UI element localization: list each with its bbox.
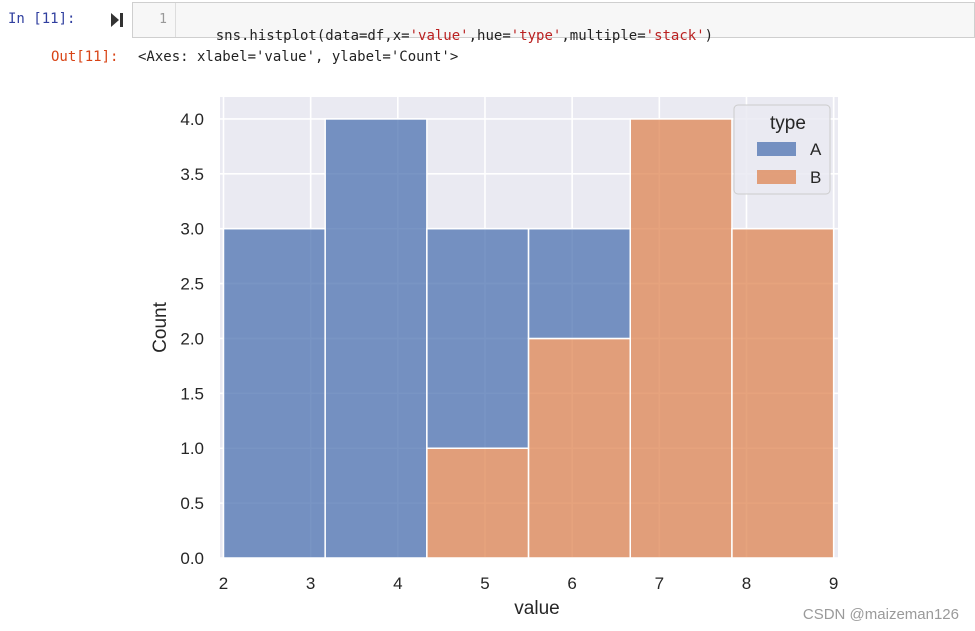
y-tick-label: 0.5 — [180, 494, 204, 513]
line-number: 1 — [159, 12, 167, 27]
legend-swatch — [757, 142, 796, 156]
x-tick-label: 3 — [306, 574, 315, 593]
y-tick-label: 2.5 — [180, 275, 204, 294]
bar-B — [426, 447, 530, 559]
output-text: <Axes: xlabel='value', ylabel='Count'> — [138, 49, 459, 65]
run-cell-icon[interactable] — [110, 12, 124, 28]
x-tick-label: 8 — [742, 574, 751, 593]
code-token: ) — [704, 28, 714, 44]
code-string-token: 'type' — [510, 28, 562, 44]
tick-labels: 0.0 0.5 1.0 1.5 2.0 2.5 3.0 3.5 4.0 2 3 4 5 6 7 8 9 — [180, 110, 838, 593]
x-tick-label: 4 — [393, 574, 402, 593]
bar-A — [426, 227, 530, 449]
code-cell-input[interactable]: 1 sns.histplot(data=df,x='value',hue='ty… — [132, 2, 975, 44]
line-gutter: 1 — [133, 3, 176, 37]
y-tick-label: 1.0 — [180, 439, 204, 458]
y-tick-label: 4.0 — [180, 110, 204, 129]
legend-swatch — [757, 170, 796, 184]
bar-A — [222, 227, 326, 559]
bars — [222, 118, 835, 559]
bar-A — [324, 118, 428, 559]
code-token: ,multiple= — [561, 28, 646, 44]
y-tick-label: 0.0 — [180, 549, 204, 568]
code-line[interactable]: sns.histplot(data=df,x='value',hue='type… — [182, 12, 713, 60]
y-tick-label: 3.0 — [180, 220, 204, 239]
output-prompt: Out[11]: — [51, 49, 119, 65]
x-tick-label: 9 — [829, 574, 838, 593]
bar-B — [527, 337, 632, 559]
code-token: sns.histplot(data=df,x= — [215, 28, 410, 44]
x-tick-label: 5 — [480, 574, 489, 593]
y-tick-label: 3.5 — [180, 165, 204, 184]
input-prompt: In [11]: — [8, 11, 76, 27]
bar-A — [527, 227, 632, 340]
x-tick-label: 6 — [567, 574, 576, 593]
y-axis-label: Count — [150, 301, 171, 352]
legend-title: type — [770, 113, 806, 134]
x-tick-label: 2 — [219, 574, 228, 593]
x-tick-label: 7 — [655, 574, 664, 593]
watermark: CSDN @maizeman126 — [802, 606, 959, 623]
x-axis-label: value — [514, 598, 559, 619]
bar-B — [731, 227, 835, 559]
code-token: ,hue= — [468, 28, 511, 44]
bar-B — [629, 118, 733, 559]
y-tick-label: 1.5 — [180, 384, 204, 403]
code-string-token: 'value' — [409, 28, 469, 44]
code-string-token: 'stack' — [645, 28, 705, 44]
y-tick-label: 2.0 — [180, 329, 204, 348]
legend-label: B — [810, 168, 821, 187]
legend-label: A — [810, 140, 822, 159]
